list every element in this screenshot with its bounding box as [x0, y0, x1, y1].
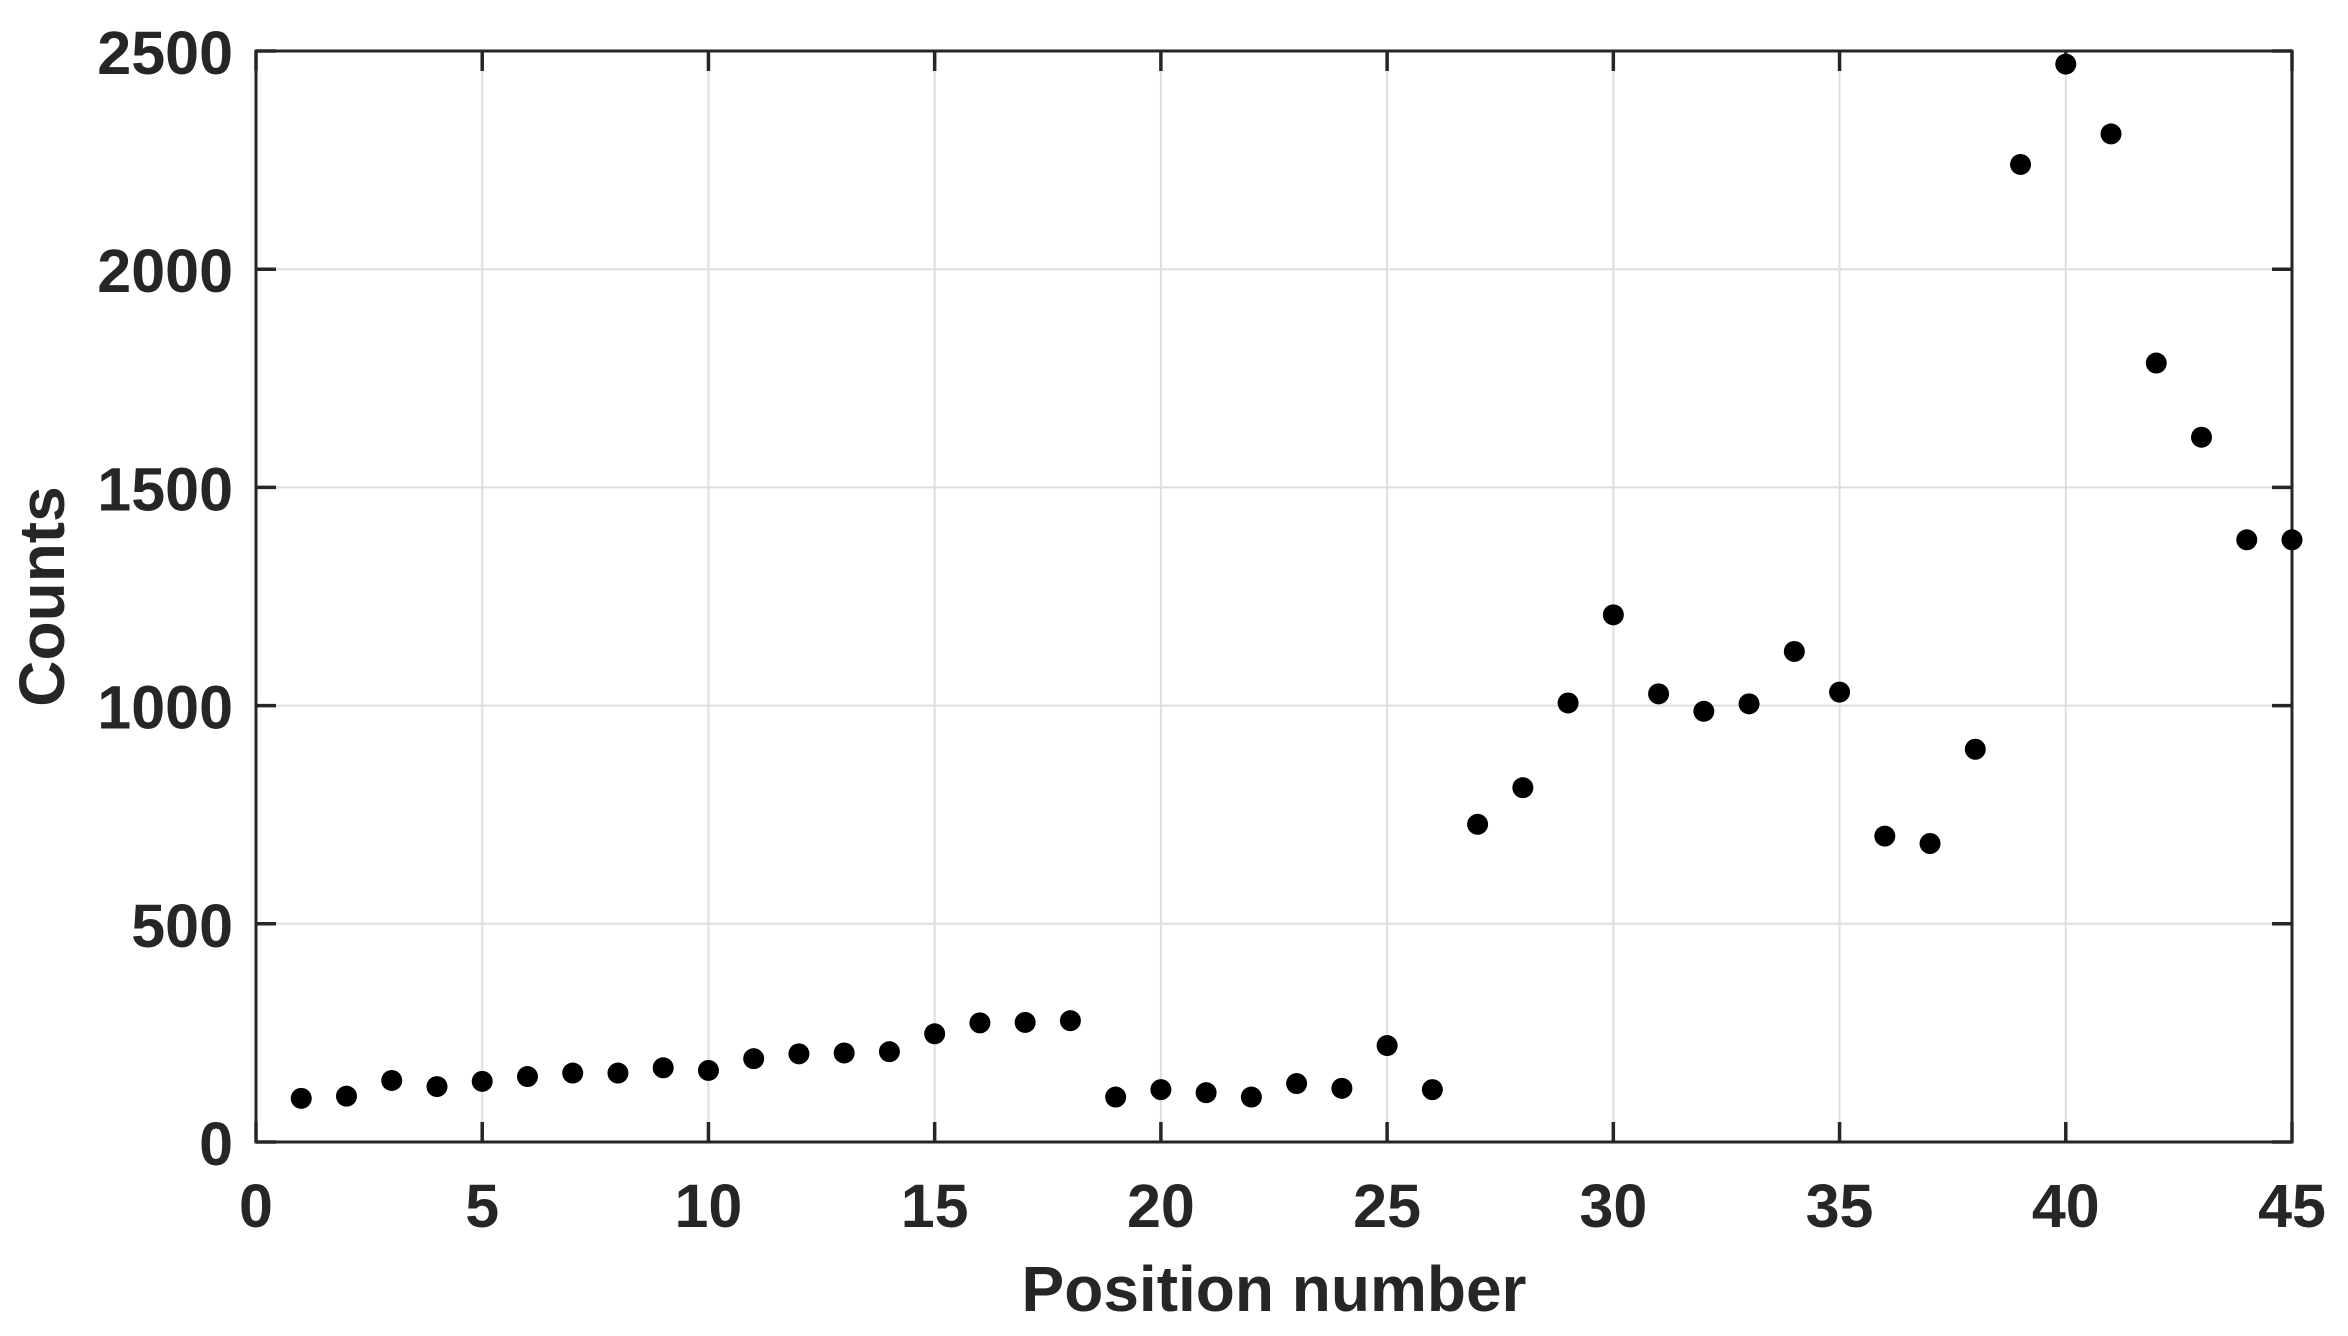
data-point: [1919, 833, 1941, 855]
data-point: [1331, 1077, 1353, 1099]
data-point: [1286, 1073, 1308, 1095]
data-point: [2281, 529, 2303, 551]
data-point: [2236, 529, 2258, 551]
data-point: [2191, 426, 2213, 448]
data-point: [2145, 352, 2167, 374]
data-point: [607, 1062, 629, 1084]
data-point: [1783, 640, 1805, 662]
x-tick-label: 5: [465, 1172, 499, 1240]
data-point: [1150, 1079, 1172, 1101]
y-tick-labels: 0 500 1000 1500 2000 2500: [97, 19, 233, 1178]
data-point: [1964, 738, 1986, 760]
data-point: [1467, 813, 1489, 835]
data-point: [1738, 693, 1760, 715]
data-point: [471, 1070, 493, 1092]
x-tick-label: 10: [675, 1172, 743, 1240]
data-point: [2100, 123, 2122, 145]
axis-ticks: [254, 49, 2294, 1144]
x-tick-label: 0: [239, 1172, 273, 1240]
y-tick-label: 1500: [97, 455, 233, 523]
x-axis-label: Position number: [1022, 1253, 1527, 1325]
data-point: [969, 1012, 991, 1034]
data-point: [335, 1085, 357, 1107]
y-tick-label: 0: [199, 1110, 233, 1178]
y-tick-label: 500: [131, 892, 233, 960]
data-point: [1376, 1035, 1398, 1057]
x-tick-label: 45: [2258, 1172, 2326, 1240]
gridlines: [255, 50, 2293, 1143]
data-point: [290, 1087, 312, 1109]
data-point: [1512, 777, 1534, 799]
data-point: [1195, 1082, 1217, 1104]
data-point: [2010, 153, 2032, 175]
data-point: [1059, 1010, 1081, 1032]
x-tick-label: 20: [1127, 1172, 1195, 1240]
data-point: [1602, 604, 1624, 626]
data-point: [562, 1062, 584, 1084]
x-tick-label: 35: [1806, 1172, 1874, 1240]
y-tick-label: 1000: [97, 674, 233, 742]
x-tick-label: 15: [901, 1172, 969, 1240]
data-point: [1648, 683, 1670, 705]
y-tick-label: 2000: [97, 237, 233, 305]
y-axis-label: Counts: [6, 486, 78, 706]
data-point: [878, 1041, 900, 1063]
x-tick-label: 30: [1579, 1172, 1647, 1240]
data-point: [516, 1066, 538, 1088]
data-point: [1874, 825, 1896, 847]
data-point: [1014, 1011, 1036, 1033]
data-point: [697, 1059, 719, 1081]
data-point: [1105, 1086, 1127, 1108]
data-points: [290, 53, 2303, 1109]
data-point: [833, 1042, 855, 1064]
data-point: [426, 1076, 448, 1098]
data-point: [1693, 700, 1715, 722]
data-point: [743, 1048, 765, 1070]
x-tick-label: 25: [1353, 1172, 1421, 1240]
x-tick-labels: 0 5 10 15 20 25 30 35 40 45: [239, 1172, 2326, 1240]
data-point: [1557, 692, 1579, 714]
data-point: [1829, 681, 1851, 703]
data-point: [924, 1023, 946, 1045]
data-point: [381, 1069, 403, 1091]
data-point: [652, 1057, 674, 1079]
y-tick-label: 2500: [97, 19, 233, 87]
x-tick-label: 40: [2032, 1172, 2100, 1240]
data-point: [2055, 53, 2077, 75]
data-point: [788, 1043, 810, 1065]
data-point: [1421, 1079, 1443, 1101]
plot-frame: [254, 49, 2294, 1144]
data-point: [1240, 1086, 1262, 1108]
